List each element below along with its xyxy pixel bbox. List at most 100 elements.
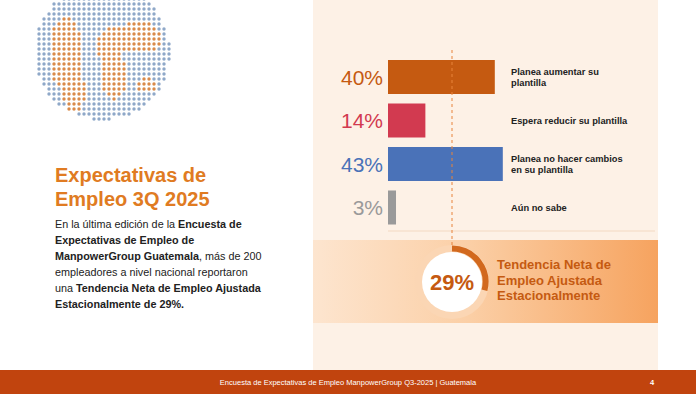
net-value: 29% (430, 270, 474, 295)
globe-dot (82, 7, 85, 10)
globe-dot (102, 52, 105, 55)
globe-dot (92, 72, 95, 75)
globe-dot (132, 82, 135, 85)
globe-dot (117, 32, 120, 35)
globe-dot (42, 62, 45, 65)
globe-dot (92, 117, 95, 120)
globe-dot (52, 62, 55, 65)
globe-dot (67, 107, 70, 110)
globe-dot (132, 17, 135, 20)
globe-dot (62, 72, 65, 75)
gauge-inner (422, 252, 482, 312)
globe-dot (162, 37, 165, 40)
globe-dot (77, 32, 80, 35)
globe-dot (102, 77, 105, 80)
globe-dot (52, 77, 55, 80)
globe-dot (127, 112, 130, 115)
globe-dot (72, 12, 75, 15)
globe-dot (87, 57, 90, 60)
globe-dot (147, 37, 150, 40)
globe-dot (102, 0, 105, 1)
globe-dot (112, 107, 115, 110)
globe-dot (157, 67, 160, 70)
globe-dot (72, 102, 75, 105)
globe-dot (122, 72, 125, 75)
globe-dot (127, 27, 130, 30)
globe-dot (112, 7, 115, 10)
globe-dot (82, 32, 85, 35)
value-label: 3% (353, 196, 383, 219)
globe-dot (47, 67, 50, 70)
globe-dot (132, 72, 135, 75)
globe-dot (62, 12, 65, 15)
globe-dot (67, 0, 70, 1)
globe-dot (47, 82, 50, 85)
globe-dot (77, 112, 80, 115)
globe-dot (147, 62, 150, 65)
globe-dot (137, 52, 140, 55)
globe-dot (102, 92, 105, 95)
globe-dot (72, 0, 75, 1)
globe-dot (87, 2, 90, 5)
globe-dot (137, 87, 140, 90)
globe-dot (77, 57, 80, 60)
globe-dot (97, 107, 100, 110)
globe-dot (57, 97, 60, 100)
globe-dot (97, 82, 100, 85)
globe-dot (72, 37, 75, 40)
globe-dot (72, 47, 75, 50)
globe-dot (152, 72, 155, 75)
globe-dot (122, 112, 125, 115)
globe-dot (127, 42, 130, 45)
globe-dot (107, 97, 110, 100)
globe-dot (72, 17, 75, 20)
globe-dot (52, 87, 55, 90)
globe-dot (87, 42, 90, 45)
globe-dot (107, 17, 110, 20)
globe-dot (162, 57, 165, 60)
globe-dot (102, 67, 105, 70)
globe-dot (102, 82, 105, 85)
globe-dot (47, 87, 50, 90)
globe-dot (117, 77, 120, 80)
globe-dot (47, 27, 50, 30)
globe-dot (52, 67, 55, 70)
category-label-line: Espera reducir su plantilla (511, 116, 628, 126)
globe-dot (127, 92, 130, 95)
globe-dot (127, 12, 130, 15)
globe-dot (87, 47, 90, 50)
globe-dot (137, 0, 140, 1)
globe-dot (152, 92, 155, 95)
globe-dot (112, 12, 115, 15)
globe-dot (82, 112, 85, 115)
globe-dot (122, 57, 125, 60)
globe-dot (92, 22, 95, 25)
globe-dot (127, 7, 130, 10)
globe-dot (142, 67, 145, 70)
globe-dot (112, 87, 115, 90)
globe-dot (82, 22, 85, 25)
globe-dot (122, 7, 125, 10)
description-run: Tendencia Neta de Empleo Ajustada Estaci… (55, 282, 261, 310)
globe-dot (112, 112, 115, 115)
globe-dot (132, 77, 135, 80)
globe-dot (57, 22, 60, 25)
globe-dot (137, 107, 140, 110)
panel-background (313, 0, 658, 370)
globe-dot (52, 42, 55, 45)
globe-dot (152, 52, 155, 55)
globe-dot (152, 32, 155, 35)
globe-dot (152, 22, 155, 25)
globe-dot (107, 92, 110, 95)
globe-dot (162, 62, 165, 65)
globe-dot (52, 97, 55, 100)
globe-dot (122, 87, 125, 90)
globe-dot (42, 32, 45, 35)
globe-dot (52, 32, 55, 35)
globe-dot (142, 2, 145, 5)
globe-dot (72, 52, 75, 55)
globe-dot (77, 27, 80, 30)
globe-dot (117, 42, 120, 45)
category-label-line: Planea no hacer cambios (511, 154, 623, 164)
globe-dot (77, 92, 80, 95)
